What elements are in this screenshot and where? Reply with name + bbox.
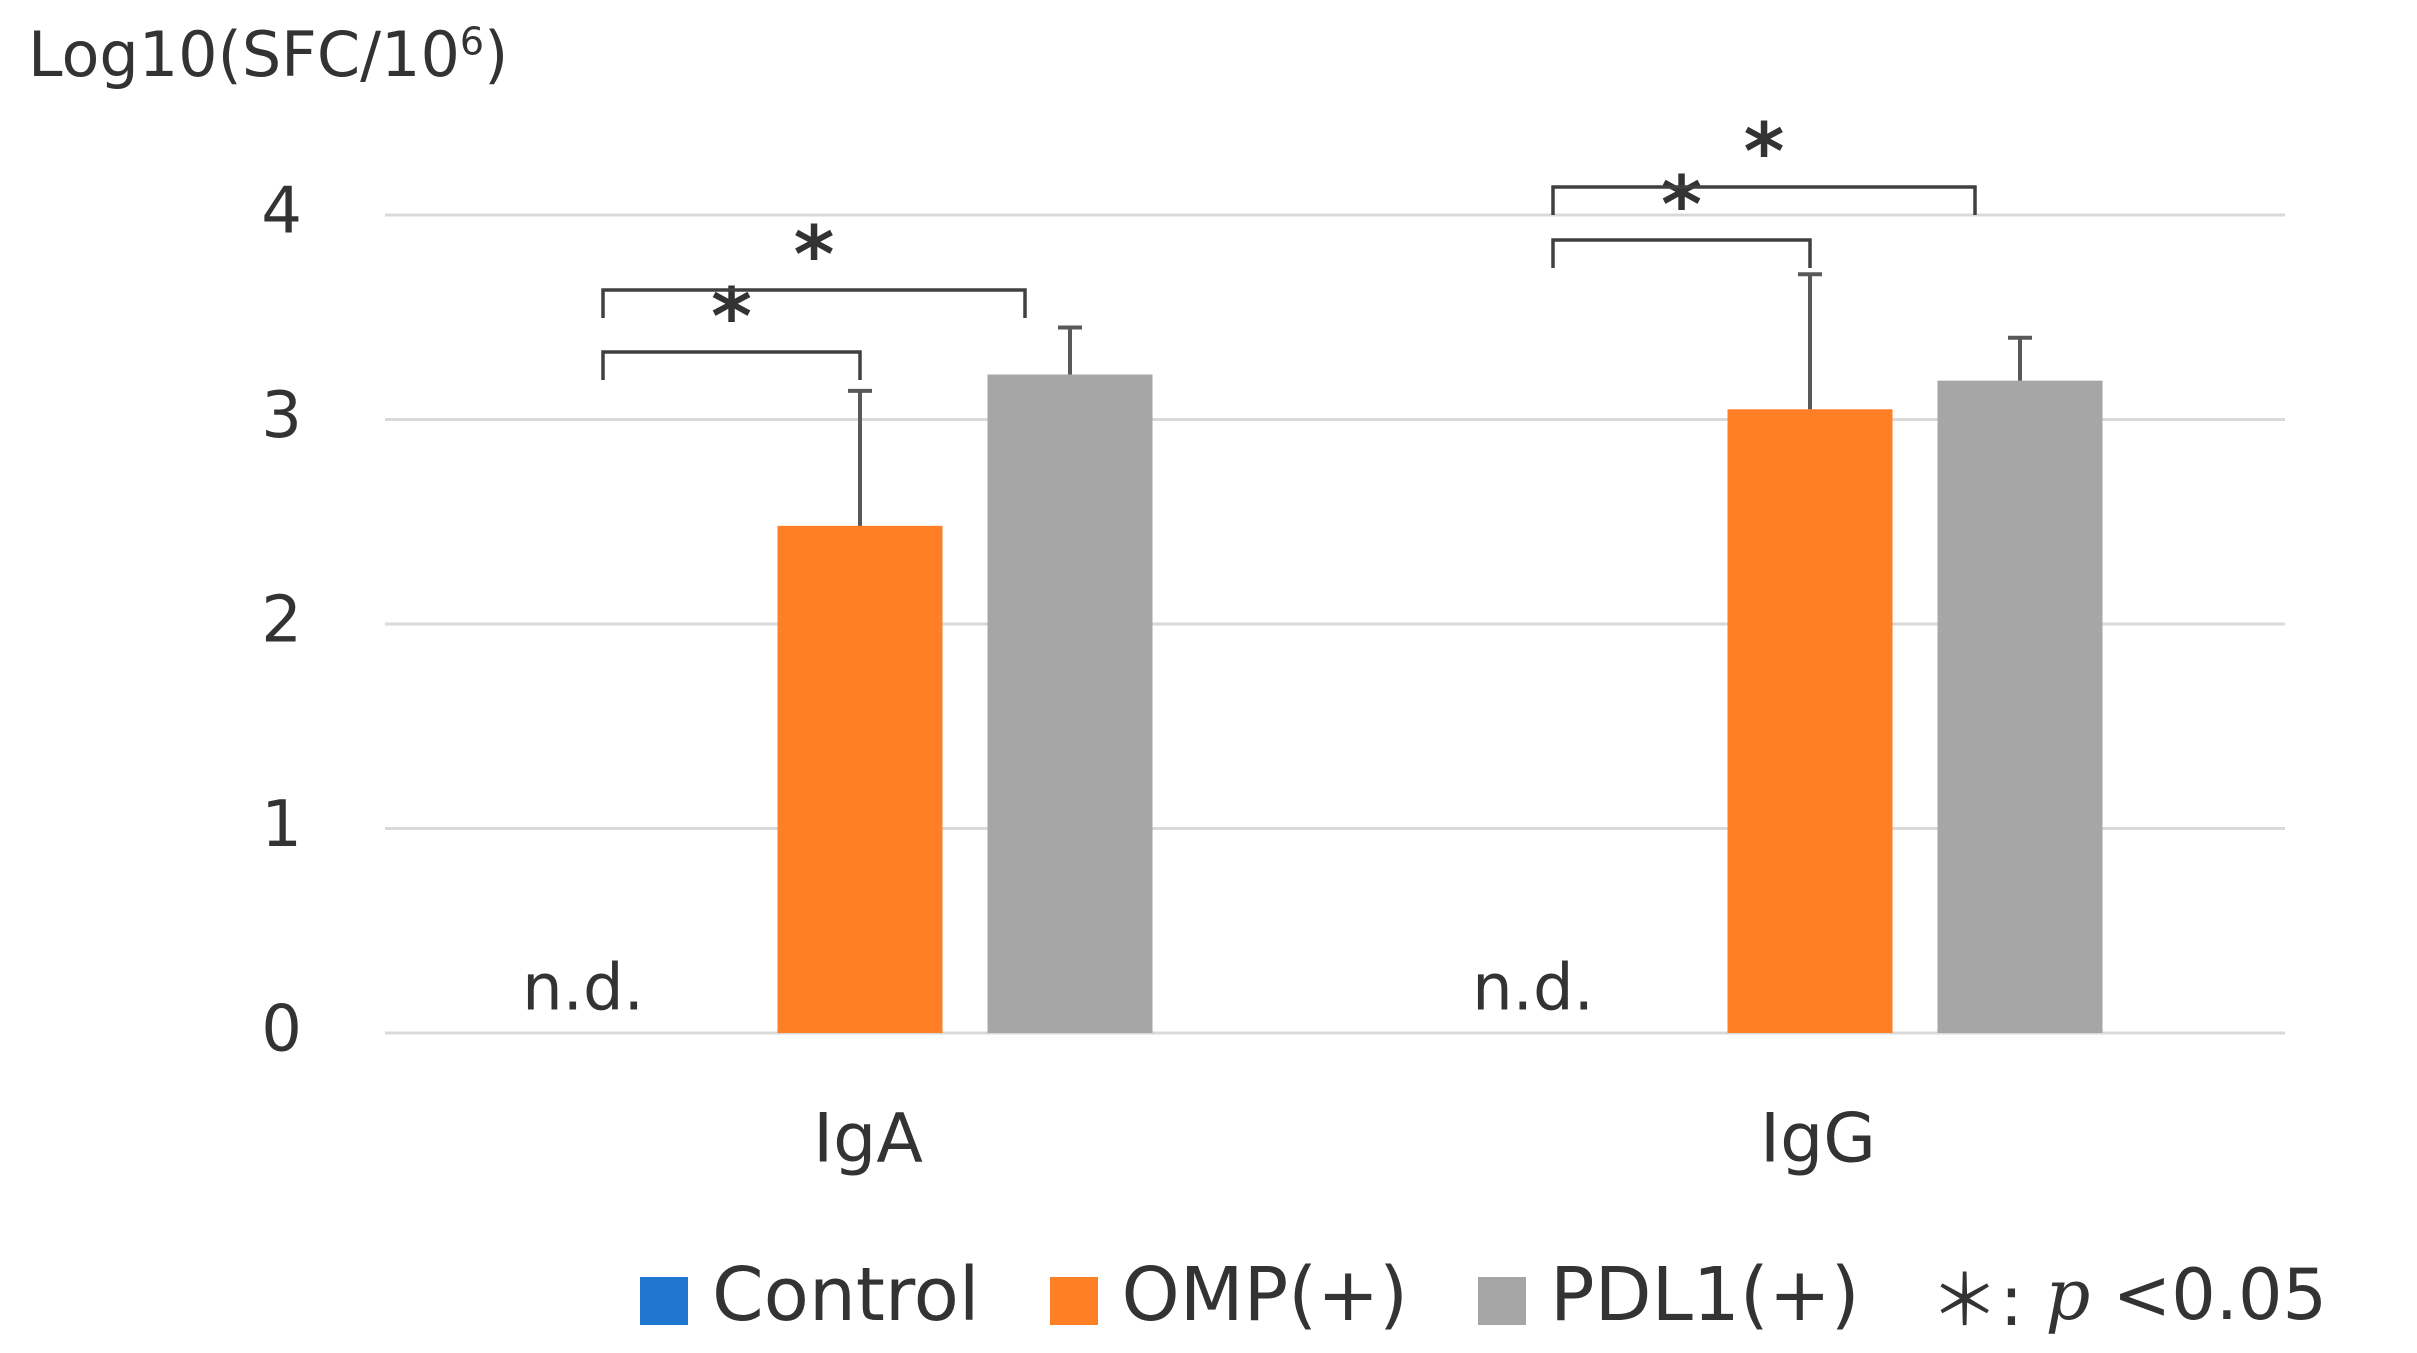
legend-label-control: Control xyxy=(712,1252,980,1338)
nd-label: n.d. xyxy=(522,952,644,1026)
significance-note: ＊: p <0.05 xyxy=(1930,1245,2327,1346)
x-tick-label: IgG xyxy=(1760,1100,1876,1179)
significance-note-symbol: ＊: xyxy=(1929,1259,2024,1342)
legend-item-pdl1: PDL1(+) xyxy=(1477,1252,1860,1338)
y-tick-label: 0 xyxy=(261,993,302,1067)
bar xyxy=(1937,380,2103,1033)
legend-label-omp: OMP(+) xyxy=(1121,1252,1408,1338)
bar xyxy=(1727,409,1893,1033)
significance-note-p: p xyxy=(2045,1254,2091,1336)
significance-star: * xyxy=(711,273,752,363)
y-tick-label: 4 xyxy=(261,175,302,249)
nd-label: n.d. xyxy=(1472,952,1594,1026)
y-axis-label: Log10(SFC/106) xyxy=(28,18,508,91)
y-axis-label-base: Log10(SFC/10 xyxy=(28,18,460,91)
significance-star: * xyxy=(1661,161,1702,251)
y-tick-label: 3 xyxy=(261,379,302,453)
legend: Control OMP(+) PDL1(+) ＊: p <0.05 xyxy=(640,1252,2397,1342)
legend-swatch-pdl1 xyxy=(1477,1277,1526,1325)
significance-note-threshold: <0.05 xyxy=(2112,1254,2328,1336)
significance-bracket xyxy=(601,350,862,380)
legend-swatch-control xyxy=(640,1277,688,1325)
bar xyxy=(987,374,1153,1033)
significance-bracket xyxy=(1551,185,1977,215)
legend-label-pdl1: PDL1(+) xyxy=(1549,1252,1860,1338)
legend-item-omp: OMP(+) xyxy=(1049,1252,1408,1338)
legend-item-control: Control xyxy=(640,1252,980,1338)
y-axis-label-close: ) xyxy=(484,18,509,91)
bar xyxy=(777,525,943,1033)
y-axis-label-superscript: 6 xyxy=(459,19,485,64)
x-tick-label: IgA xyxy=(813,1100,923,1179)
significance-bracket xyxy=(601,288,1027,318)
legend-swatch-omp xyxy=(1049,1277,1098,1325)
y-tick-label: 2 xyxy=(261,584,302,658)
significance-star: * xyxy=(1744,108,1785,198)
significance-star: * xyxy=(794,211,835,301)
significance-bracket xyxy=(1551,238,1812,268)
y-tick-label: 1 xyxy=(261,788,302,862)
